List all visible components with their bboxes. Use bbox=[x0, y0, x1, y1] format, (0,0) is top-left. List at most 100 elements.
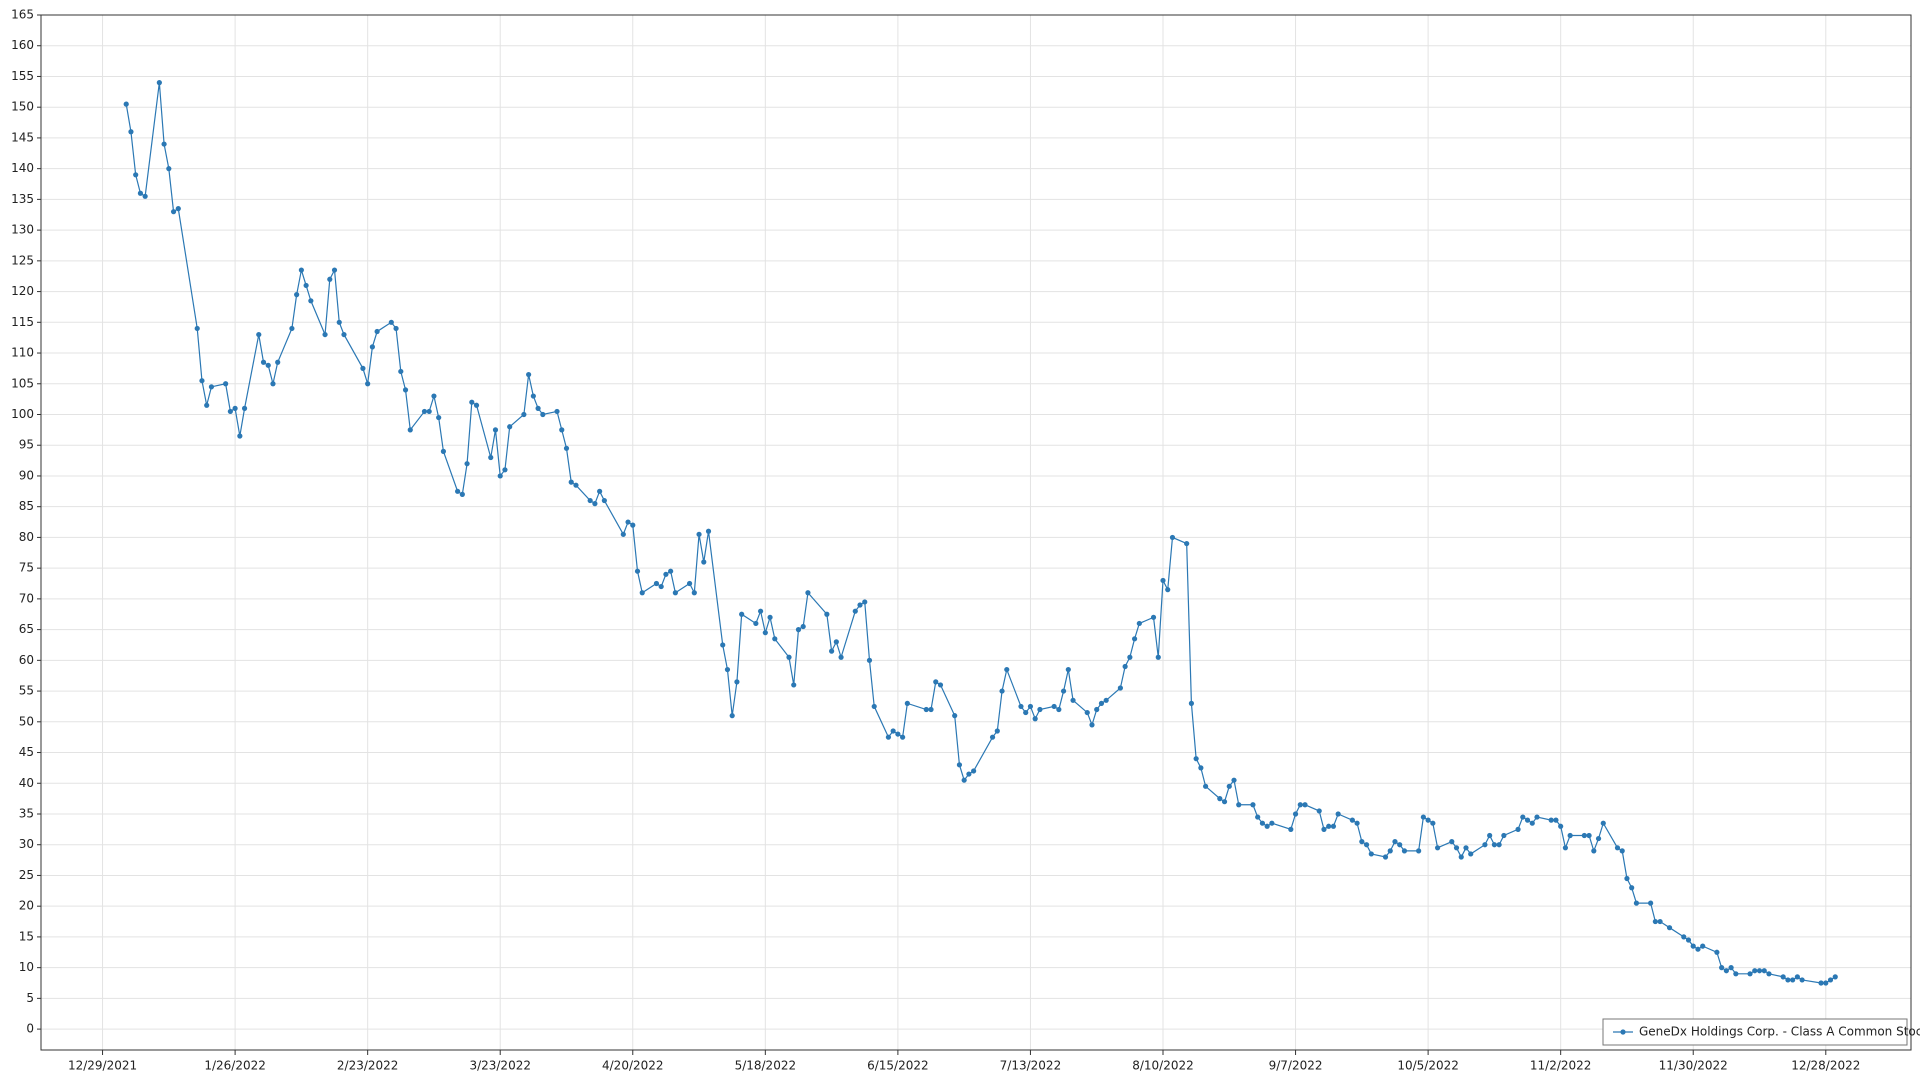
data-point bbox=[634, 568, 641, 574]
data-point bbox=[308, 298, 314, 304]
data-point bbox=[639, 590, 645, 596]
data-point bbox=[966, 771, 972, 777]
x-tick-label: 5/18/2022 bbox=[735, 1059, 797, 1073]
series-line bbox=[125, 82, 1836, 984]
data-point bbox=[1648, 900, 1654, 906]
y-tick-label: 90 bbox=[19, 468, 34, 482]
data-point bbox=[1666, 925, 1673, 931]
data-point bbox=[204, 402, 210, 408]
data-point bbox=[1065, 666, 1071, 673]
data-point bbox=[1719, 965, 1725, 971]
data-point bbox=[1567, 832, 1573, 839]
data-point bbox=[303, 282, 309, 289]
data-point bbox=[1165, 587, 1171, 593]
data-point bbox=[658, 583, 664, 590]
data-point bbox=[1122, 663, 1128, 670]
data-point bbox=[227, 408, 233, 415]
data-point bbox=[1335, 811, 1341, 817]
data-point bbox=[772, 636, 778, 642]
data-point bbox=[563, 445, 570, 451]
data-point bbox=[341, 331, 347, 338]
y-tick-label: 25 bbox=[19, 868, 34, 882]
data-point bbox=[900, 734, 906, 740]
data-point bbox=[1302, 802, 1308, 808]
data-point bbox=[720, 642, 726, 648]
data-point bbox=[933, 679, 939, 685]
data-point bbox=[1581, 832, 1587, 839]
data-point bbox=[208, 384, 215, 390]
x-tick-label: 4/20/2022 bbox=[602, 1059, 664, 1073]
data-point bbox=[928, 706, 934, 713]
data-point bbox=[535, 405, 541, 411]
data-point bbox=[1785, 977, 1791, 983]
data-point bbox=[800, 623, 806, 630]
x-tick-label: 2/23/2022 bbox=[337, 1059, 399, 1073]
data-point bbox=[1496, 842, 1502, 848]
data-point bbox=[194, 325, 200, 332]
data-point bbox=[559, 427, 565, 433]
data-point bbox=[1401, 848, 1408, 854]
data-point bbox=[1652, 918, 1658, 925]
data-point bbox=[1600, 820, 1606, 826]
y-tick-label: 35 bbox=[19, 806, 34, 820]
data-point bbox=[592, 501, 598, 507]
data-point bbox=[1255, 814, 1261, 820]
data-point bbox=[265, 362, 271, 368]
data-point bbox=[1023, 709, 1029, 716]
data-point bbox=[488, 454, 494, 461]
y-tick-label: 125 bbox=[11, 253, 34, 267]
data-point bbox=[952, 713, 958, 719]
data-point bbox=[1458, 854, 1464, 860]
data bbox=[123, 80, 1838, 986]
data-point bbox=[904, 700, 910, 706]
data-point bbox=[871, 703, 877, 710]
data-point bbox=[1169, 534, 1176, 541]
y-tick-label: 150 bbox=[11, 100, 34, 114]
data-point bbox=[270, 381, 276, 387]
data-point bbox=[1330, 823, 1337, 829]
x-tick-label: 12/29/2021 bbox=[68, 1059, 137, 1073]
data-point bbox=[1515, 826, 1521, 832]
data-point bbox=[971, 768, 977, 774]
data-point bbox=[696, 531, 702, 537]
data-point bbox=[469, 399, 475, 405]
data-point bbox=[436, 414, 442, 421]
data-point bbox=[1425, 817, 1431, 823]
data-point bbox=[625, 519, 631, 525]
data-point bbox=[241, 405, 248, 411]
data-point bbox=[161, 141, 167, 147]
data-point bbox=[1416, 848, 1422, 854]
data-point bbox=[431, 393, 437, 399]
data-point bbox=[526, 371, 532, 378]
data-point bbox=[767, 614, 773, 620]
data-point bbox=[133, 172, 139, 178]
y-tick-label: 5 bbox=[26, 991, 34, 1005]
data-point bbox=[734, 679, 740, 685]
y-tick-label: 60 bbox=[19, 653, 34, 667]
data-point bbox=[1681, 934, 1687, 940]
data-point bbox=[137, 190, 144, 196]
data-point bbox=[1794, 974, 1800, 980]
x-tick-label: 12/28/2022 bbox=[1791, 1059, 1860, 1073]
data-point bbox=[554, 408, 560, 415]
data-point bbox=[1018, 703, 1024, 710]
data-point bbox=[1217, 796, 1223, 802]
y-tick-label: 110 bbox=[11, 346, 34, 360]
data-point bbox=[961, 777, 967, 783]
data-point bbox=[374, 328, 380, 335]
data-point bbox=[142, 193, 148, 199]
data-point bbox=[1690, 943, 1696, 949]
data-point bbox=[956, 762, 963, 768]
data-point bbox=[620, 531, 626, 537]
data-point bbox=[1430, 820, 1436, 826]
data-point bbox=[1619, 848, 1625, 854]
data-point bbox=[805, 590, 811, 596]
data-point bbox=[128, 129, 134, 135]
y-tick-label: 0 bbox=[26, 1022, 34, 1036]
x-tick-label: 11/2/2022 bbox=[1530, 1059, 1592, 1073]
y-tick-label: 105 bbox=[11, 376, 34, 390]
data-point bbox=[739, 611, 745, 617]
y-tick-label: 145 bbox=[11, 130, 34, 144]
data-point bbox=[1264, 823, 1270, 829]
